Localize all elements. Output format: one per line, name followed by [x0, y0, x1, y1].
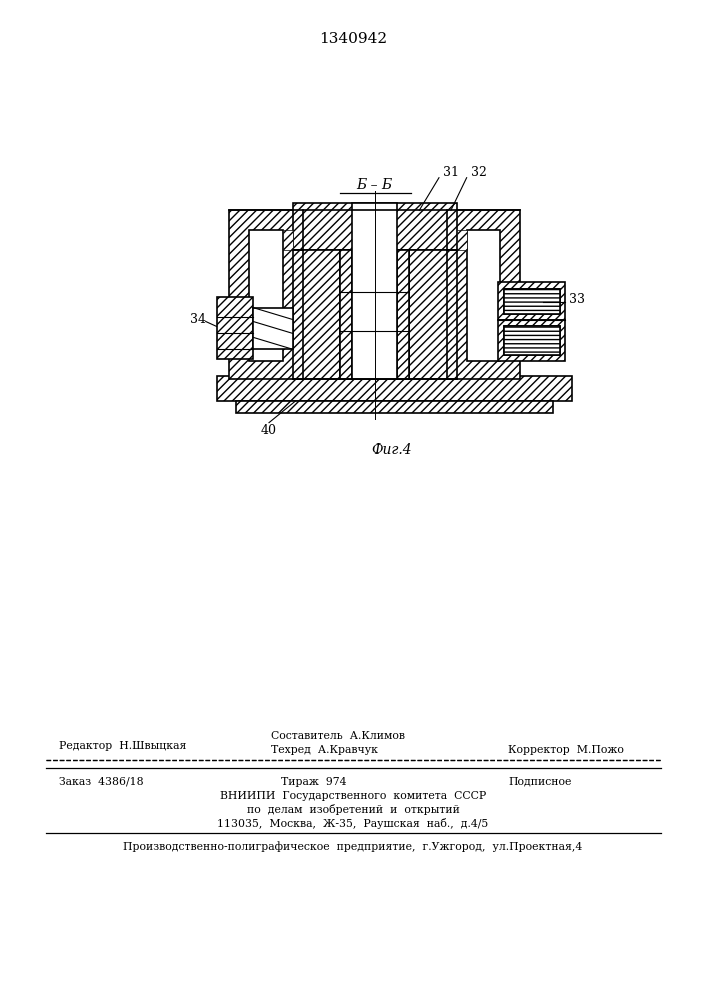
- Bar: [250, 230, 283, 361]
- Bar: [504, 289, 559, 314]
- Text: Производственно-полиграфическое  предприятие,  г.Ужгород,  ул.Проектная,4: Производственно-полиграфическое предприя…: [124, 842, 583, 852]
- Bar: [467, 230, 501, 361]
- Bar: [504, 326, 559, 355]
- Text: Редактор  Н.Швыцкая: Редактор Н.Швыцкая: [59, 741, 186, 751]
- Bar: [216, 376, 573, 401]
- Bar: [504, 289, 559, 314]
- Bar: [293, 202, 457, 250]
- Bar: [253, 308, 293, 349]
- Bar: [293, 250, 340, 379]
- Bar: [340, 250, 352, 379]
- Text: Составитель  А.Климов: Составитель А.Климов: [271, 731, 405, 741]
- Text: 113035,  Москва,  Ж-35,  Раушская  наб.,  д.4/5: 113035, Москва, Ж-35, Раушская наб., д.4…: [217, 818, 489, 829]
- Text: Тираж  974: Тираж 974: [281, 777, 346, 787]
- Text: 1340942: 1340942: [319, 32, 387, 46]
- Bar: [236, 401, 553, 413]
- Text: 33: 33: [569, 293, 585, 306]
- Text: Корректор  М.Пожо: Корректор М.Пожо: [508, 745, 624, 755]
- Bar: [498, 282, 566, 320]
- Text: ВНИИПИ  Государственного  комитета  СССР: ВНИИПИ Государственного комитета СССР: [220, 791, 486, 801]
- Text: по  делам  изобретений  и  открытий: по делам изобретений и открытий: [247, 804, 460, 815]
- Text: 40: 40: [261, 424, 277, 437]
- Bar: [409, 250, 457, 379]
- Bar: [216, 297, 253, 359]
- Bar: [457, 230, 467, 250]
- Text: 31: 31: [443, 166, 459, 179]
- Bar: [498, 320, 566, 361]
- Text: Б – Б: Б – Б: [356, 178, 393, 192]
- Bar: [340, 250, 409, 379]
- Text: 34: 34: [190, 313, 206, 326]
- Bar: [352, 202, 397, 379]
- Text: Заказ  4386/18: Заказ 4386/18: [59, 777, 143, 787]
- Bar: [504, 326, 559, 355]
- Text: Фиг.4: Фиг.4: [371, 443, 412, 457]
- Text: Подписное: Подписное: [508, 777, 571, 787]
- Bar: [447, 210, 520, 379]
- Text: Техред  А.Кравчук: Техред А.Кравчук: [271, 745, 378, 755]
- Bar: [283, 230, 293, 250]
- Text: 32: 32: [471, 166, 486, 179]
- Bar: [230, 210, 303, 379]
- Bar: [397, 250, 409, 379]
